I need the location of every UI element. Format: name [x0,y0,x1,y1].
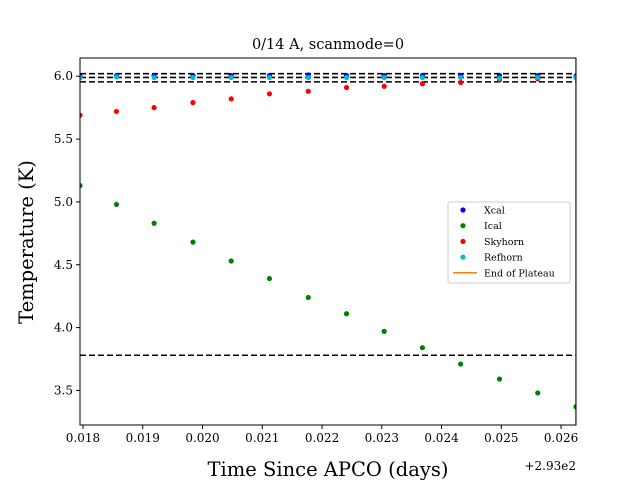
refhorn-point [113,74,120,80]
x-tick-label: 0.019 [126,431,160,445]
legend-marker-skyhorn [460,238,466,244]
legend-label-end-of-plateau: End of Plateau [484,268,555,279]
refhorn-point [419,74,426,81]
skyhorn-point [343,84,350,91]
y-tick-label: 5.0 [54,195,73,209]
plot-area [80,58,576,425]
refhorn-point [80,74,83,81]
ical-point [151,220,157,226]
axes-frame [79,57,577,426]
refhorn-point [305,74,311,81]
y-tick-label: 5.5 [54,132,73,146]
skyhorn-point [151,105,157,111]
ical-point [305,294,311,301]
skyhorn-point [419,81,426,87]
legend-marker-ical [460,223,466,229]
legend-marker-xcal [460,207,466,213]
x-tick-label: 0.022 [305,431,339,445]
refhorn-point [535,74,541,81]
refhorn-point [458,74,464,81]
ical-point [458,361,464,367]
chart-title: 0/14 A, scanmode=0 [252,37,404,53]
x-tick-label: 0.018 [66,431,100,445]
skyhorn-point [80,112,83,118]
skyhorn-point [266,91,273,97]
refhorn-point [228,74,234,81]
ical-point [113,201,120,208]
x-tick-label: 0.023 [365,431,399,445]
skyhorn-point [305,88,311,94]
legend-label-ical: Ical [484,221,502,232]
ical-point [190,239,196,245]
ical-point [80,182,83,189]
x-tick-label: 0.026 [544,431,578,445]
ical-point [228,258,234,264]
ical-point [573,404,576,410]
axis-ticks: 0.018 0.019 0.020 0.021 0.022 0.023 0.024 0.025… [54,69,578,445]
refhorn-point [573,74,576,81]
legend-marker-refhorn [460,254,466,260]
refhorn-point [343,74,350,81]
y-tick-label: 6.0 [54,69,73,83]
y-tick-label: 4.0 [54,321,73,335]
skyhorn-point [228,96,234,102]
x-tick-label: 0.025 [484,431,518,445]
x-tick-label: 0.021 [245,431,279,445]
skyhorn-point [458,79,464,86]
refhorn-point [381,74,387,81]
y-tick-label: 3.5 [54,383,73,397]
x-tick-label: 0.024 [424,431,459,445]
ical-point [419,345,426,351]
ical-point [381,328,387,334]
ical-point [266,275,273,282]
x-axis-offset-label: +2.93e2 [524,459,576,473]
y-axis-label: Temperature (K) [15,160,38,324]
skyhorn-point [190,100,196,106]
x-tick-label: 0.020 [185,431,219,445]
x-axis-label: Time Since APCO (days) [208,458,449,480]
legend-label-xcal: Xcal [484,206,505,217]
legend-label-refhorn: Refhorn [484,253,523,264]
ical-point [496,376,503,382]
refhorn-point [266,74,273,81]
refhorn-point [151,74,157,81]
skyhorn-point [381,83,387,89]
skyhorn-point [113,108,120,115]
y-tick-label: 4.5 [54,258,73,272]
refhorn-point [190,74,196,81]
legend-box [447,201,571,284]
legend-label-skyhorn: Skyhorn [484,237,524,248]
refhorn-point [496,75,503,81]
legend: Xcal Ical Skyhorn Refhorn End of Plateau [447,201,571,284]
ical-point [343,311,350,317]
ical-point [535,390,541,396]
